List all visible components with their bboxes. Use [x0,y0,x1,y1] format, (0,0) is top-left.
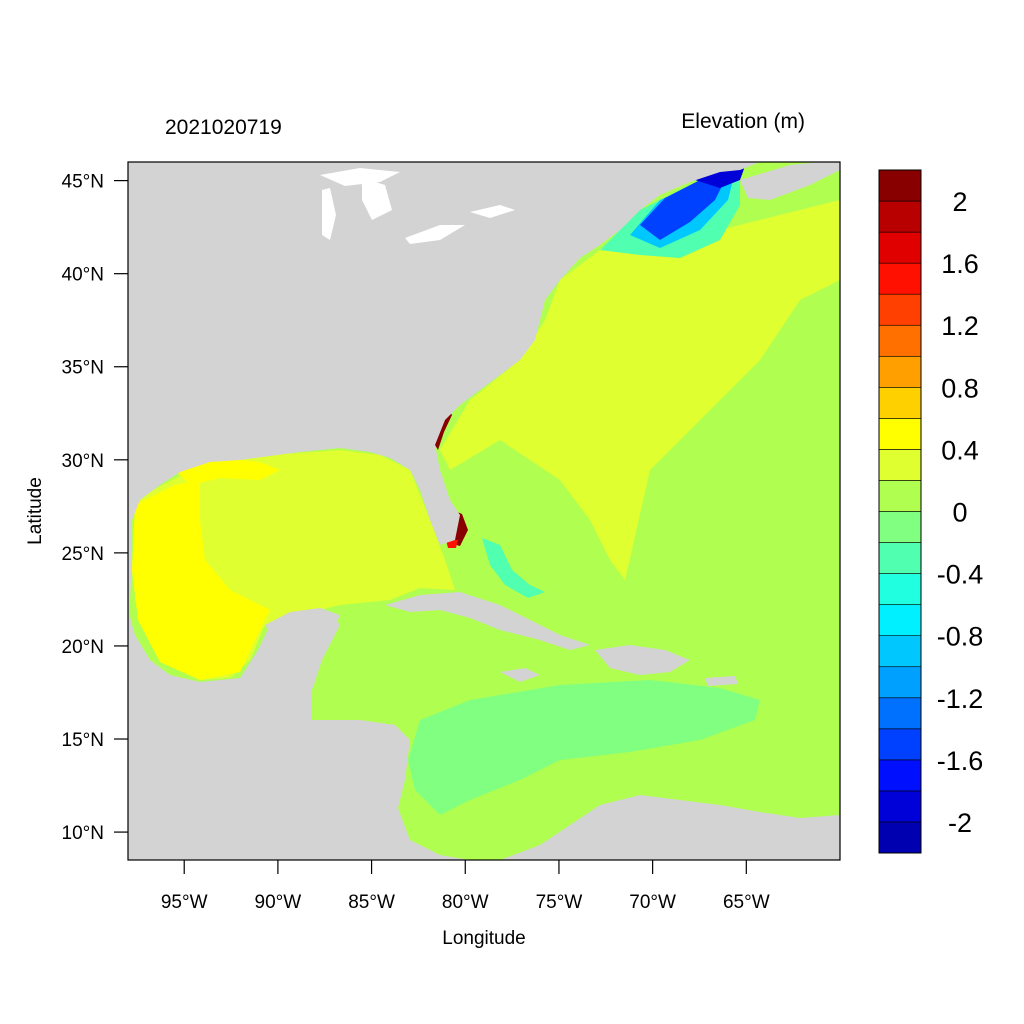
colorbar-swatch [878,480,922,512]
colorbar-swatch [878,293,922,326]
x-axis-ticks: 95°W 90°W 85°W 80°W 75°W 70°W 65°W [161,860,770,913]
puerto-rico-land [705,676,738,686]
x-tick-label: 80°W [442,892,489,913]
gulf-of-maine-low-core [640,170,730,240]
lake-superior [320,168,400,186]
colorbar-swatch [878,728,922,761]
colorbar-swatch [878,697,922,730]
colorbar-swatch [878,821,922,854]
jamaica-land [500,668,540,682]
colorbar-swatch [878,262,922,295]
colorbar-label: -1.2 [937,684,984,714]
bahamas-low-field [482,538,545,598]
y-axis-ticks: 45°N 40°N 35°N 30°N 25°N 20°N 15°N 10°N [62,172,128,844]
map-plot-area [128,162,840,860]
y-tick-label: 45°N [62,172,104,193]
y-tick-label: 35°N [62,358,104,379]
colorbar-swatch [878,449,922,481]
north-america-land [128,162,760,620]
colorbar-swatch [878,573,922,605]
colorbar-swatch [878,666,922,699]
colorbar-label: 0.4 [941,435,979,465]
caribbean-low-field [408,680,760,815]
colorbar-label: 0.8 [941,373,979,403]
date-title: 2021020719 [165,116,282,139]
x-tick-label: 95°W [161,892,208,913]
colorbar-label: 0 [952,498,967,528]
colorbar-swatch [878,759,922,792]
x-tick-label: 65°W [723,892,770,913]
colorbar-label: -0.8 [937,622,984,652]
colorbar-label: -2 [948,808,972,838]
y-tick-label: 10°N [62,823,104,844]
y-tick-label: 25°N [62,544,104,565]
colorbar-swatch [878,200,922,233]
colorbar-swatch [878,511,922,543]
hispaniola-land [595,645,690,675]
colorbar-label: 1.2 [941,311,979,341]
colorbar-swatch [878,418,922,450]
mexico-central-america-land [128,610,470,860]
colorbar-label: -1.6 [937,746,984,776]
map-frame [127,161,841,861]
gulf-of-maine-low-deep [695,166,745,188]
y-tick-label: 20°N [62,637,104,658]
land-masses [128,162,840,860]
y-tick-label: 30°N [62,451,104,472]
colorbar-label: 2 [952,187,967,217]
yucatan-land [265,608,340,650]
x-tick-label: 85°W [348,892,395,913]
great-lakes [320,168,515,244]
lake-ontario [470,205,515,218]
y-tick-label: 15°N [62,730,104,751]
colorbar: 2 1.6 1.2 0.8 0.4 0 -0.4 -0.8 -1.2 -1.6 -2 [878,169,984,854]
south-america-land [500,795,840,860]
colorbar-swatch [878,604,922,636]
nova-scotia-land [740,162,840,200]
atlantic-shelf-band [440,200,840,580]
y-tick-label: 40°N [62,265,104,286]
x-tick-label: 90°W [255,892,302,913]
lake-erie [405,225,465,244]
variable-title: Elevation (m) [681,110,805,133]
colorbar-swatch [878,324,922,357]
x-axis-label: Longitude [442,928,525,949]
colorbar-label: -0.4 [937,560,984,590]
colorbar-label: 1.6 [941,249,979,279]
western-gulf-setup [132,480,270,680]
x-tick-label: 75°W [536,892,583,913]
colorbar-swatch [878,635,922,668]
lake-huron [362,178,392,220]
lake-michigan [322,188,336,240]
colorbar-swatch [878,387,922,419]
colorbar-swatch [878,790,922,823]
colorbar-swatch [878,542,922,574]
colorbar-swatch [878,169,922,202]
colorbar-swatch [878,355,922,388]
y-axis-label: Latitude [25,477,46,545]
x-tick-label: 70°W [629,892,676,913]
colorbar-swatch [878,231,922,264]
cuba-land [385,592,590,650]
colorbar-frame [878,169,922,854]
